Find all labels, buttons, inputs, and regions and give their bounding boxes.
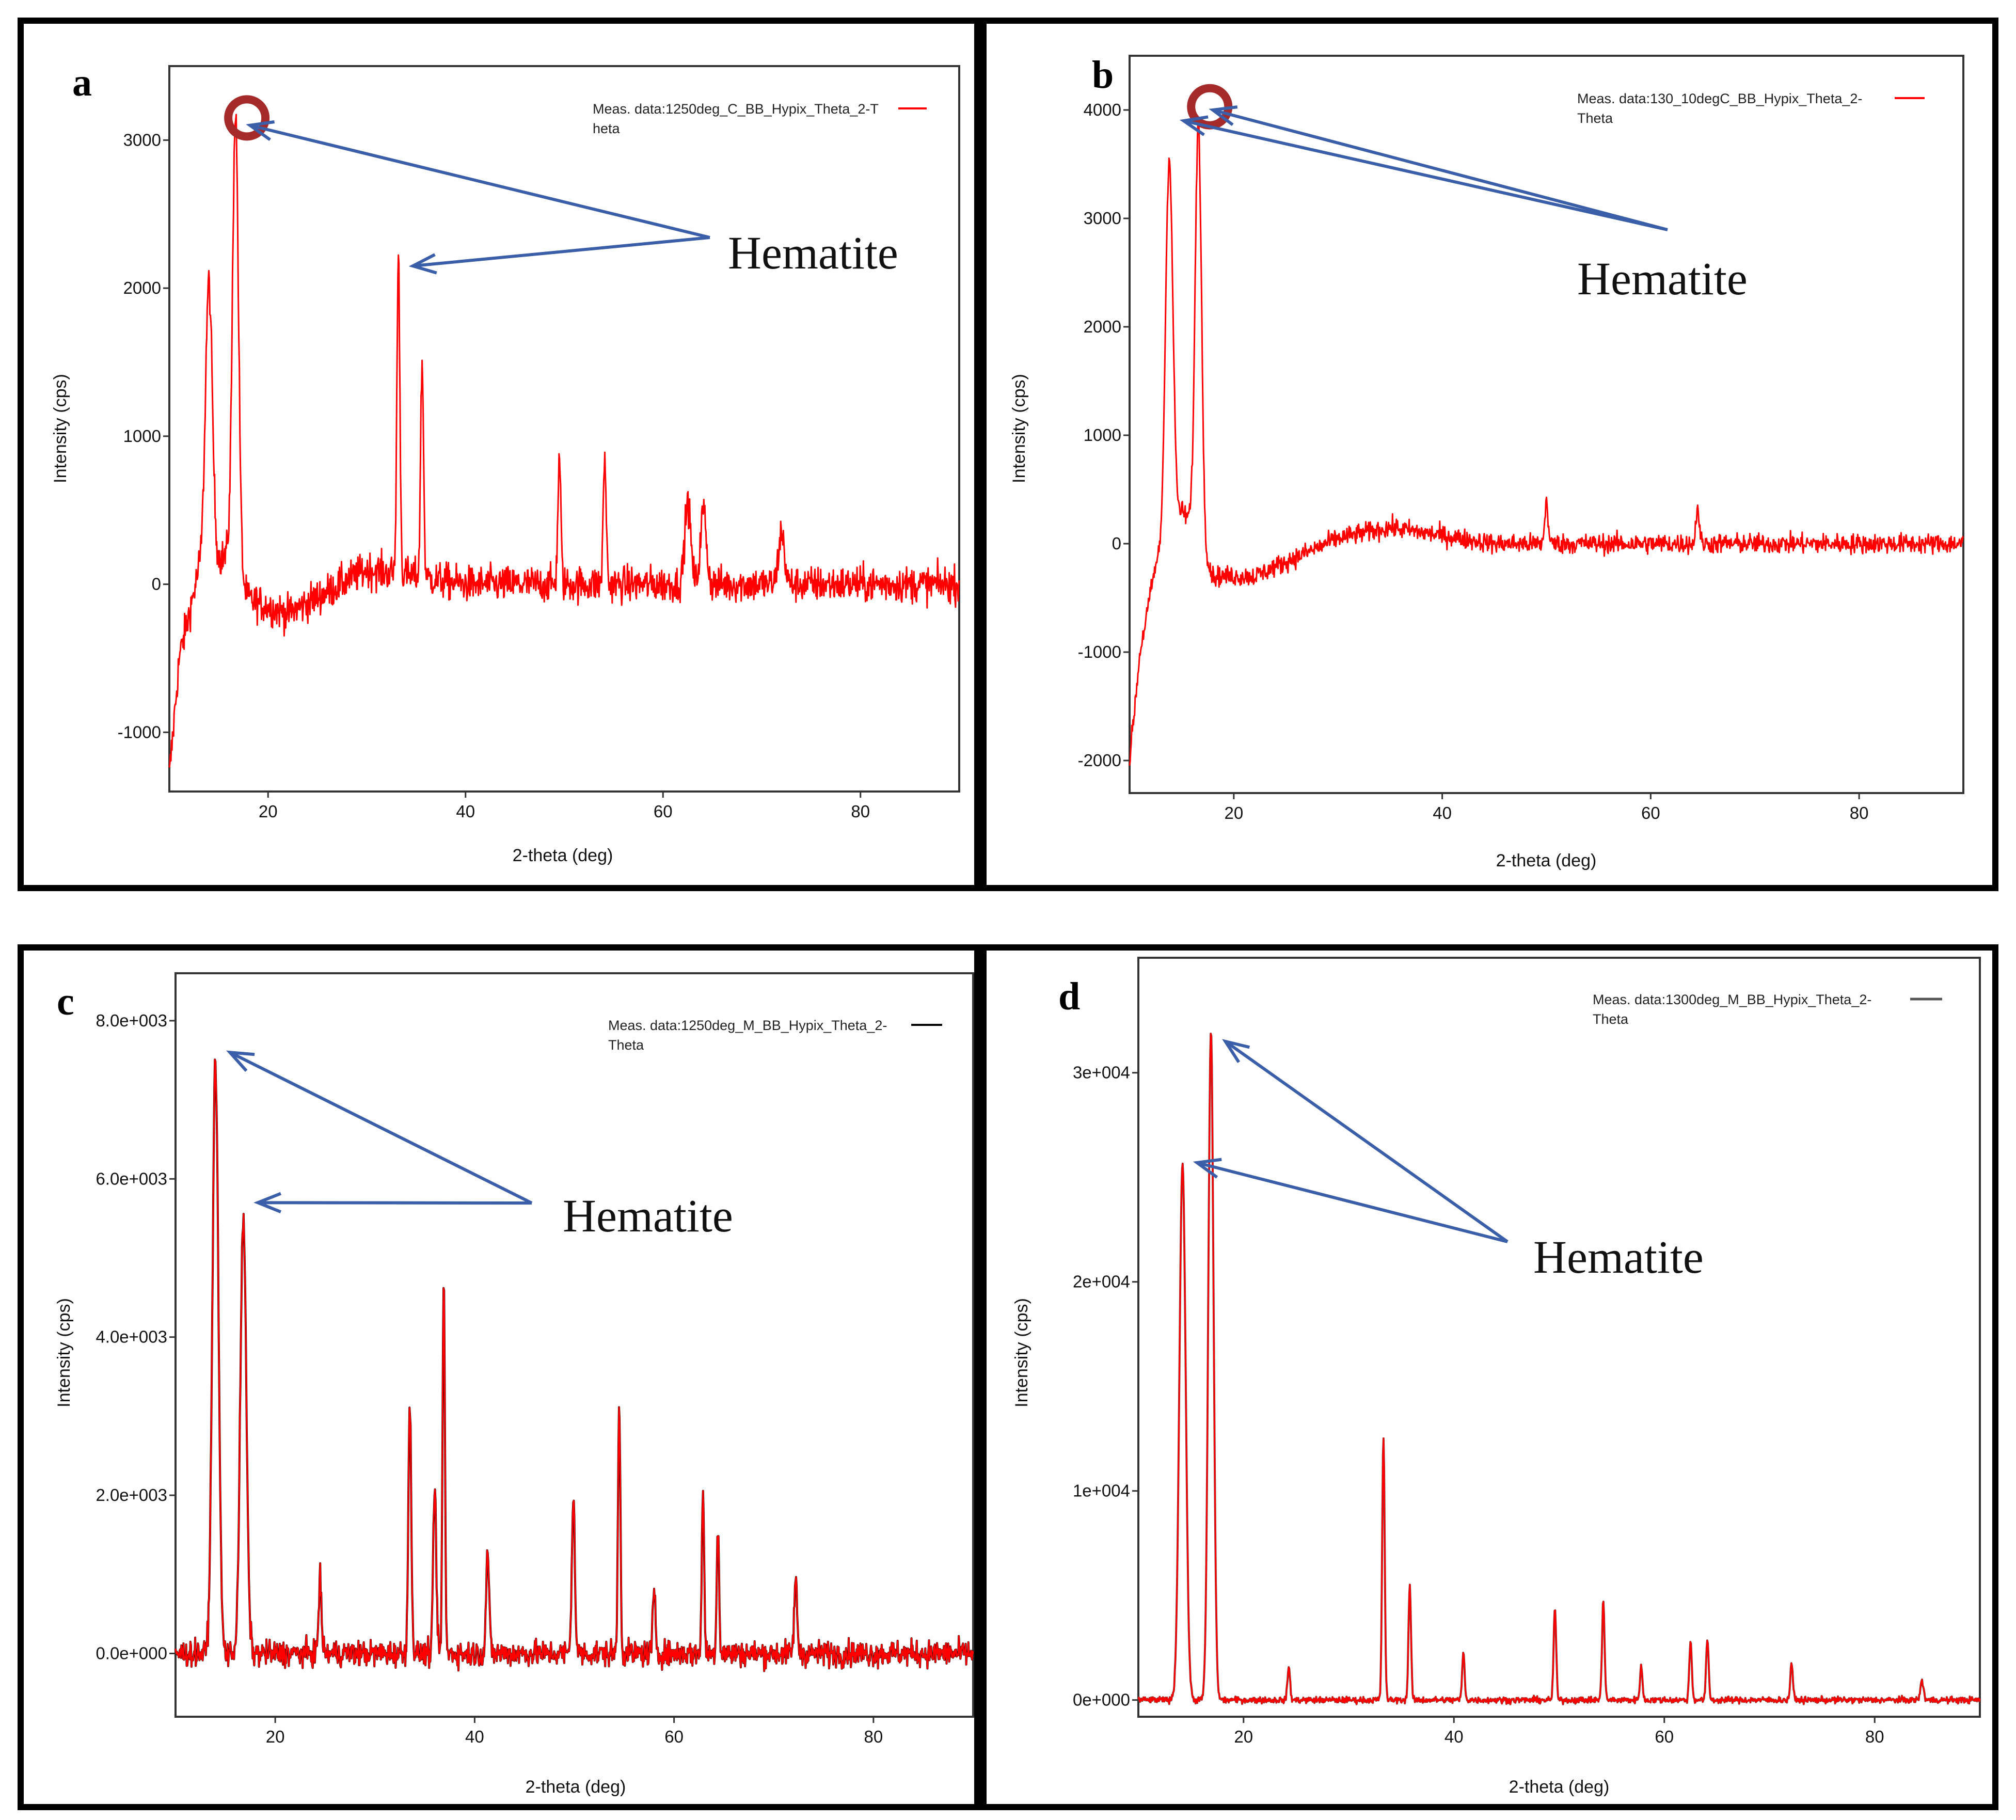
y-axis-ticks: 0.0e+000 2.0e+003 4.0e+003 6.0e+003 8.0e+003 bbox=[96, 1011, 176, 1663]
y-tick-label: 2000 bbox=[1084, 317, 1121, 336]
x-tick-label: 40 bbox=[456, 802, 475, 821]
y-tick-label: -1000 bbox=[1078, 642, 1121, 661]
legend-entry-continued: Theta bbox=[1593, 1011, 1629, 1027]
diffraction-pattern-line bbox=[1129, 121, 1964, 766]
y-axis-label: Intensity (cps) bbox=[1012, 1298, 1031, 1407]
panel-letter: b bbox=[1092, 53, 1114, 97]
diffraction-pattern-layer bbox=[174, 1058, 974, 1672]
hematite-label: Hematite bbox=[728, 228, 898, 279]
x-axis-label: 2-theta (deg) bbox=[526, 1777, 626, 1797]
xrd-panel-c: 0.0e+000 2.0e+003 4.0e+003 6.0e+003 8.0e+003… bbox=[18, 944, 980, 1810]
plot-area bbox=[168, 65, 960, 793]
y-axis-label: Intensity (cps) bbox=[54, 1298, 74, 1407]
x-axis-label: 2-theta (deg) bbox=[513, 846, 613, 865]
y-axis-ticks: -1000 0 1000 2000 3000 bbox=[118, 130, 169, 741]
panel-letter: d bbox=[1058, 975, 1080, 1018]
x-axis-label: 2-theta (deg) bbox=[1509, 1777, 1610, 1797]
x-tick-label: 60 bbox=[1641, 803, 1660, 822]
xrd-panel-a: -1000 0 1000 2000 3000 20 40 60 80 a 2-theta (d… bbox=[18, 18, 980, 891]
x-tick-label: 20 bbox=[1234, 1727, 1253, 1746]
x-tick-label: 20 bbox=[259, 802, 278, 821]
legend-entry: Meas. data:130_10degC_BB_Hypix_Theta_2- bbox=[1577, 91, 1862, 106]
y-tick-label: 0.0e+000 bbox=[96, 1643, 167, 1663]
y-tick-label: 3000 bbox=[1084, 209, 1121, 228]
x-tick-label: 80 bbox=[1865, 1727, 1884, 1746]
y-axis-label: Intensity (cps) bbox=[1009, 374, 1029, 483]
y-tick-label: 8.0e+003 bbox=[96, 1011, 167, 1030]
x-tick-label: 80 bbox=[864, 1727, 883, 1746]
y-tick-label: 4000 bbox=[1084, 100, 1121, 119]
plot-area bbox=[1129, 55, 1964, 794]
y-tick-label: 0e+000 bbox=[1073, 1690, 1130, 1710]
legend-entry: Meas. data:1250deg_M_BB_Hypix_Theta_2- bbox=[608, 1018, 887, 1033]
peak-circle-marker bbox=[224, 95, 270, 141]
xrd-panel-d: 0e+000 1e+004 2e+004 3e+004 20 40 60 80 d 2-th… bbox=[980, 944, 1998, 1810]
diffraction-pattern-layer bbox=[168, 114, 960, 768]
hematite-arrow-1 bbox=[226, 1050, 533, 1205]
hematite-arrow-1 bbox=[1179, 115, 1668, 231]
y-tick-label: 2.0e+003 bbox=[96, 1485, 167, 1505]
x-tick-label: 20 bbox=[1225, 803, 1244, 822]
legend-entry: Meas. data:1300deg_M_BB_Hypix_Theta_2- bbox=[1593, 992, 1871, 1007]
hematite-label: Hematite bbox=[1577, 254, 1748, 305]
y-tick-label: -2000 bbox=[1078, 751, 1121, 770]
hematite-arrow-2 bbox=[1222, 1039, 1509, 1243]
panel-letter: a bbox=[72, 61, 92, 104]
y-tick-label: 0 bbox=[152, 575, 161, 594]
panel-letter: c bbox=[57, 980, 74, 1023]
x-tick-label: 80 bbox=[1850, 803, 1869, 822]
x-axis-ticks: 20 40 60 80 bbox=[266, 1717, 883, 1746]
y-tick-label: 6.0e+003 bbox=[96, 1169, 167, 1188]
y-axis-label: Intensity (cps) bbox=[51, 374, 70, 483]
y-tick-label: 3000 bbox=[123, 130, 161, 149]
hematite-annotation: Hematite bbox=[1179, 84, 1748, 305]
legend-entry-continued: Theta bbox=[1577, 110, 1613, 126]
hematite-label: Hematite bbox=[563, 1191, 733, 1242]
diffraction-pattern-layer bbox=[1129, 121, 1964, 766]
plot-area bbox=[1137, 957, 1981, 1718]
hematite-arrow-1 bbox=[246, 120, 710, 239]
hematite-annotation: Hematite bbox=[1193, 1039, 1704, 1283]
y-tick-label: 1000 bbox=[1084, 425, 1121, 445]
hematite-arrow-2 bbox=[253, 1192, 532, 1213]
x-tick-label: 60 bbox=[654, 802, 673, 821]
y-tick-label: 4.0e+003 bbox=[96, 1327, 167, 1347]
x-axis-ticks: 20 40 60 80 bbox=[259, 792, 870, 821]
x-tick-label: 40 bbox=[1444, 1727, 1464, 1746]
x-tick-label: 20 bbox=[266, 1727, 285, 1746]
y-axis-ticks: -2000 -1000 0 1000 2000 3000 4000 bbox=[1078, 100, 1130, 770]
x-axis-ticks: 20 40 60 80 bbox=[1225, 793, 1869, 822]
legend-entry-continued: Theta bbox=[608, 1037, 644, 1053]
hematite-annotation: Hematite bbox=[226, 1050, 733, 1242]
x-tick-label: 40 bbox=[1433, 803, 1452, 822]
x-tick-label: 60 bbox=[1655, 1727, 1674, 1746]
diffraction-pattern-layer bbox=[1137, 1033, 1981, 1705]
x-axis-ticks: 20 40 60 80 bbox=[1234, 1717, 1884, 1746]
x-tick-label: 40 bbox=[465, 1727, 484, 1746]
y-tick-label: -1000 bbox=[118, 722, 161, 741]
x-tick-label: 60 bbox=[664, 1727, 684, 1746]
hematite-arrow-2 bbox=[408, 236, 710, 275]
legend-entry: Meas. data:1250deg_C_BB_Hypix_Theta_2-T bbox=[593, 101, 879, 117]
y-tick-label: 1e+004 bbox=[1073, 1481, 1130, 1500]
xrd-panel-b: -2000 -1000 0 1000 2000 3000 4000 20 40 60 80 b 2… bbox=[980, 18, 1998, 891]
hematite-annotation: Hematite bbox=[224, 95, 898, 279]
hematite-arrow-1 bbox=[1193, 1158, 1508, 1243]
y-axis-ticks: 0e+000 1e+004 2e+004 3e+004 bbox=[1073, 1063, 1138, 1710]
y-tick-label: 2000 bbox=[123, 278, 161, 297]
y-tick-label: 1000 bbox=[123, 426, 161, 446]
hematite-arrow-2 bbox=[1209, 105, 1668, 231]
y-tick-label: 2e+004 bbox=[1073, 1272, 1130, 1291]
diffraction-pattern-line bbox=[168, 114, 960, 768]
hematite-label: Hematite bbox=[1533, 1232, 1704, 1283]
diffraction-pattern-line bbox=[174, 1058, 974, 1672]
y-tick-label: 3e+004 bbox=[1073, 1063, 1130, 1082]
x-tick-label: 80 bbox=[851, 802, 870, 821]
diffraction-pattern-line bbox=[1137, 1033, 1981, 1705]
x-axis-label: 2-theta (deg) bbox=[1496, 851, 1597, 871]
y-tick-label: 0 bbox=[1112, 534, 1121, 553]
legend-entry-continued: heta bbox=[593, 121, 621, 136]
